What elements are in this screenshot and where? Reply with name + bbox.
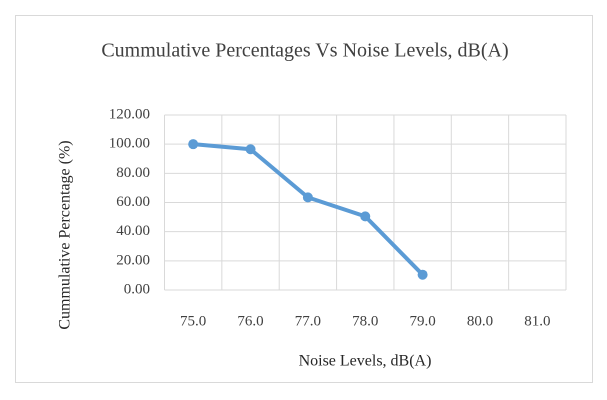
y-tick-label: 20.00 (116, 252, 150, 268)
y-tick-label: 0.00 (124, 281, 150, 297)
y-axis-title: Cummulative Percentage (%) (57, 140, 74, 329)
x-tick-label: 76.0 (237, 313, 263, 329)
x-axis-title: Noise Levels, dB(A) (299, 353, 432, 370)
x-tick-label: 75.0 (180, 313, 206, 329)
x-tick-label: 81.0 (524, 313, 550, 329)
y-tick-label: 60.00 (116, 194, 150, 210)
x-tick-label: 79.0 (409, 313, 435, 329)
y-tick-label: 100.00 (109, 136, 150, 152)
x-tick-label: 80.0 (467, 313, 493, 329)
chart-title: Cummulative Percentages Vs Noise Levels,… (101, 40, 508, 62)
x-tick-label: 78.0 (352, 313, 378, 329)
data-point (417, 269, 428, 280)
x-tick-label: 77.0 (295, 313, 321, 329)
data-point (360, 211, 371, 222)
y-tick-label: 80.00 (116, 165, 150, 181)
data-point (302, 192, 313, 203)
y-tick-label: 120.00 (109, 106, 150, 122)
data-point (245, 144, 256, 155)
y-tick-label: 40.00 (116, 223, 150, 239)
data-point (188, 139, 199, 150)
